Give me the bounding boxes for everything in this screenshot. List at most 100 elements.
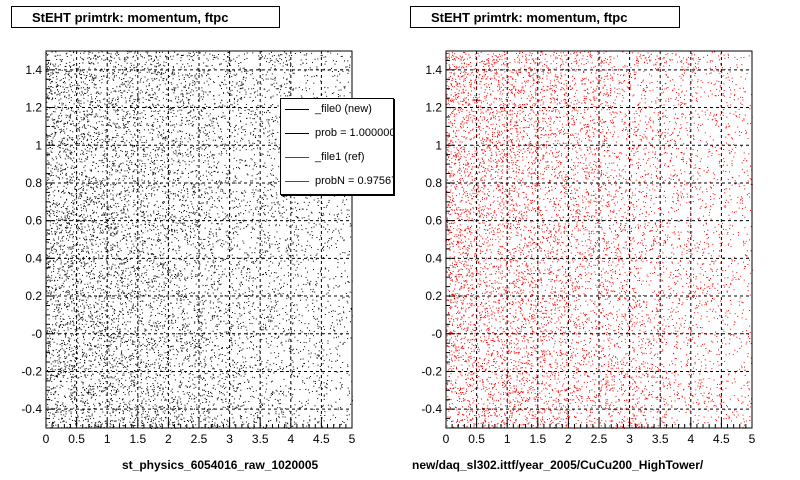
scatter-point: [227, 248, 229, 250]
scatter-point: [114, 234, 116, 236]
scatter-point: [73, 157, 75, 159]
scatter-point: [102, 165, 104, 167]
left-chart-title: StEHT primtrk: momentum, ftpc: [11, 6, 280, 28]
scatter-point: [103, 277, 105, 279]
scatter-point: [270, 321, 272, 323]
scatter-point: [107, 135, 109, 137]
scatter-point: [136, 414, 138, 416]
scatter-point: [134, 117, 136, 119]
scatter-point: [197, 301, 199, 303]
scatter-point: [71, 173, 73, 175]
scatter-point: [129, 404, 131, 406]
scatter-point: [296, 348, 298, 350]
scatter-point: [59, 267, 61, 269]
scatter-point: [236, 264, 238, 266]
scatter-point: [173, 425, 175, 426]
scatter-point: [110, 184, 112, 186]
scatter-point: [56, 296, 58, 298]
scatter-point: [205, 399, 207, 400]
scatter-point: [123, 372, 125, 374]
scatter-point: [52, 119, 54, 121]
scatter-point: [110, 193, 112, 195]
scatter-point: [134, 51, 136, 53]
scatter-point: [221, 99, 223, 101]
scatter-point: [52, 98, 54, 100]
scatter-point: [318, 320, 320, 322]
scatter-point: [93, 116, 95, 118]
scatter-point: [286, 198, 288, 200]
scatter-point: [138, 198, 140, 200]
scatter-point: [265, 341, 267, 343]
scatter-point: [111, 207, 113, 208]
scatter-point: [347, 60, 349, 62]
scatter-point: [136, 191, 138, 193]
scatter-point: [87, 100, 89, 102]
scatter-point: [50, 388, 52, 390]
scatter-point: [285, 87, 287, 88]
scatter-point: [70, 376, 72, 378]
scatter-point: [50, 186, 52, 188]
scatter-point: [120, 150, 122, 152]
scatter-point: [190, 171, 192, 173]
scatter-point: [347, 364, 349, 366]
scatter-point: [199, 114, 201, 116]
scatter-point: [118, 390, 120, 392]
scatter-point: [343, 95, 345, 97]
scatter-point: [87, 157, 88, 159]
scatter-point: [206, 80, 208, 82]
scatter-point: [265, 338, 267, 340]
scatter-point: [51, 93, 53, 95]
scatter-point: [348, 215, 350, 217]
scatter-point: [165, 386, 167, 388]
scatter-point: [251, 192, 253, 193]
scatter-point: [187, 276, 189, 278]
scatter-point: [127, 122, 129, 124]
scatter-point: [151, 195, 152, 197]
scatter-point: [122, 303, 123, 305]
scatter-point: [184, 268, 186, 270]
scatter-point: [178, 152, 180, 154]
scatter-point: [115, 271, 117, 273]
scatter-point: [163, 396, 165, 398]
scatter-point: [209, 173, 211, 175]
scatter-point: [252, 100, 254, 101]
scatter-point: [206, 192, 208, 194]
scatter-point: [84, 239, 86, 241]
scatter-point: [197, 205, 198, 207]
scatter-point: [102, 375, 104, 377]
scatter-point: [143, 398, 145, 400]
scatter-point: [81, 70, 83, 72]
scatter-point: [275, 302, 277, 303]
scatter-point: [68, 315, 70, 317]
scatter-point: [133, 114, 135, 116]
scatter-point: [285, 209, 287, 211]
scatter-point: [181, 295, 183, 297]
scatter-point: [153, 389, 155, 390]
scatter-point: [122, 374, 124, 376]
scatter-point: [151, 193, 153, 195]
scatter-point: [188, 176, 190, 178]
scatter-point: [215, 296, 217, 298]
scatter-point: [126, 190, 128, 192]
scatter-point: [85, 175, 86, 177]
scatter-point: [230, 326, 232, 328]
scatter-point: [184, 342, 186, 344]
scatter-point: [71, 398, 73, 400]
scatter-point: [49, 206, 51, 208]
scatter-point: [73, 322, 75, 324]
scatter-point: [241, 257, 243, 259]
scatter-point: [200, 347, 202, 348]
scatter-point: [227, 56, 229, 58]
scatter-point: [179, 152, 181, 154]
scatter-point: [293, 249, 295, 250]
scatter-point: [64, 415, 66, 417]
scatter-point: [327, 379, 329, 381]
scatter-point: [80, 317, 82, 318]
scatter-point: [282, 293, 284, 295]
scatter-point: [68, 278, 69, 280]
scatter-point: [173, 315, 175, 317]
scatter-point: [53, 270, 54, 272]
scatter-point: [208, 233, 210, 235]
scatter-point: [203, 91, 205, 93]
scatter-point: [151, 347, 153, 349]
